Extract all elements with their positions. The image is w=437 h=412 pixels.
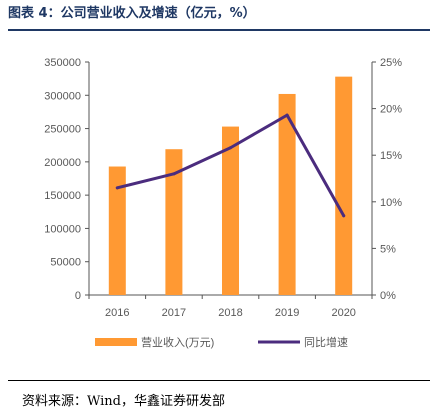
- revenue-growth-chart: 0 50000 100000 150000 200000 250000 300000 3500…: [44, 57, 402, 349]
- x-tick-label: 2019: [275, 307, 299, 319]
- y-right-tick-label: 15%: [380, 150, 402, 162]
- y-right-tick-label: 25%: [380, 57, 402, 69]
- revenue-bar: [222, 126, 239, 296]
- revenue-bar: [108, 166, 126, 295]
- y-left-tick-label: 200000: [44, 157, 81, 169]
- y-left-tick-label: 350000: [44, 57, 81, 69]
- y-left-tick-label: 0: [75, 290, 81, 302]
- growth-point: [342, 214, 346, 218]
- source-note: 资料来源：Wind，华鑫证券研发部: [22, 394, 225, 409]
- growth-point: [172, 172, 176, 176]
- legend-line-label: 同比增速: [304, 335, 348, 349]
- x-tick-label: 2018: [218, 307, 242, 319]
- revenue-bar: [335, 76, 353, 295]
- legend-bar-swatch: [95, 338, 137, 346]
- y-right-tick-label: 0%: [380, 290, 396, 302]
- y-right-tick-label: 20%: [380, 104, 402, 116]
- x-tick-label: 2020: [331, 307, 355, 319]
- growth-point: [285, 113, 289, 117]
- y-left-tick-label: 100000: [44, 223, 81, 235]
- revenue-bar: [278, 93, 296, 295]
- bottom-rule: [8, 380, 430, 381]
- y-left-tick-label: 300000: [44, 90, 81, 102]
- growth-point: [115, 186, 119, 190]
- y-left-tick-label: 50000: [50, 257, 81, 269]
- y-right-tick-label: 5%: [380, 243, 396, 255]
- y-left-tick-label: 250000: [44, 124, 81, 136]
- title-rule: [8, 29, 430, 31]
- legend-bar-label: 营业收入(万元): [141, 335, 214, 349]
- figure-title: 图表 4：公司营业收入及增速（亿元，%）: [8, 6, 256, 21]
- x-tick-label: 2017: [162, 307, 186, 319]
- growth-point: [229, 146, 232, 150]
- x-tick-label: 2016: [105, 307, 129, 319]
- revenue-bar: [165, 149, 183, 295]
- y-left-tick-label: 150000: [44, 190, 81, 202]
- y-right-tick-label: 10%: [380, 197, 402, 209]
